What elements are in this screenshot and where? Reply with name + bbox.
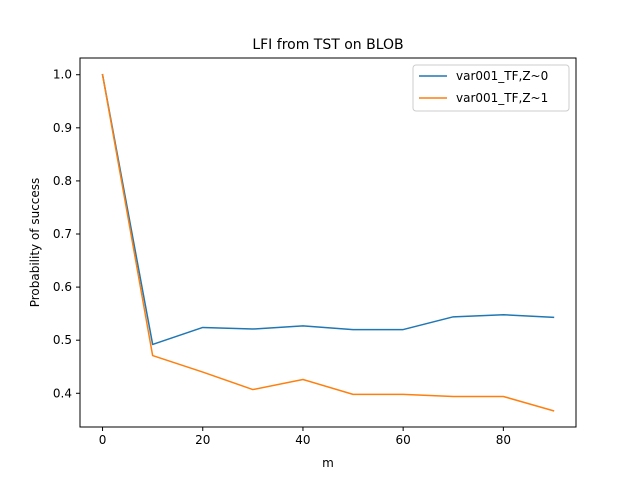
y-tick-label: 0.5 xyxy=(53,333,72,347)
legend: var001_TF,Z~0 var001_TF,Z~1 xyxy=(412,64,570,112)
x-tick-label: 20 xyxy=(195,433,210,447)
y-tick-label: 0.6 xyxy=(53,280,72,294)
x-axis-label: m xyxy=(322,456,334,470)
y-tick-label: 0.9 xyxy=(53,121,72,135)
y-axis-ticks: 0.4 0.5 0.6 0.7 0.8 0.9 1.0 xyxy=(53,68,80,400)
series-line-1 xyxy=(101,73,555,346)
chart-title: LFI from TST on BLOB xyxy=(252,37,403,53)
y-tick-label: 0.8 xyxy=(53,174,72,188)
x-tick-label: 80 xyxy=(496,433,511,447)
series-line-2 xyxy=(101,73,555,412)
x-tick-label: 40 xyxy=(295,433,310,447)
plot-frame xyxy=(79,57,577,428)
y-tick-label: 0.7 xyxy=(53,227,72,241)
y-tick-label: 0.4 xyxy=(53,386,72,400)
y-axis-label: Probability of success xyxy=(28,178,42,308)
series-layer xyxy=(101,73,555,412)
legend-label-1: var001_TF,Z~0 xyxy=(456,69,548,83)
y-tick-label: 1.0 xyxy=(53,68,72,82)
x-tick-label: 0 xyxy=(99,433,107,447)
x-tick-label: 60 xyxy=(396,433,411,447)
x-axis-ticks: 0 20 40 60 80 xyxy=(99,427,511,447)
legend-box xyxy=(412,64,570,112)
legend-label-2: var001_TF,Z~1 xyxy=(456,91,548,105)
